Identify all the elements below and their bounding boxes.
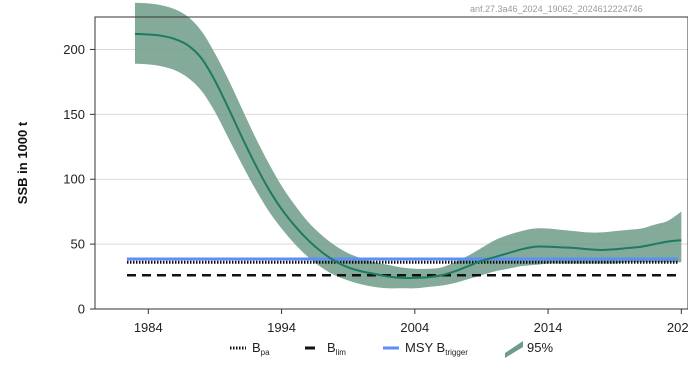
x-tick-label-1984: 1984 xyxy=(134,320,163,335)
legend-label: Bpa xyxy=(252,340,270,357)
confidence-band-95 xyxy=(134,2,682,289)
x-tick-label-2024: 2024 xyxy=(667,320,688,335)
x-axis: 1984 1994 2004 2014 2024 xyxy=(134,309,688,335)
legend-label: 95% xyxy=(527,340,553,355)
y-tick-label-50: 50 xyxy=(71,237,85,252)
x-tick-label-1994: 1994 xyxy=(267,320,296,335)
legend-item-band: 95% xyxy=(505,340,553,358)
reference-lines xyxy=(126,257,678,277)
legend-item-pa: Bpa xyxy=(230,340,270,357)
y-axis: 0 50 100 150 200 xyxy=(63,42,95,317)
x-tick-label-2004: 2004 xyxy=(400,320,429,335)
y-tick-label-0: 0 xyxy=(78,302,85,317)
x-tick-label-2014: 2014 xyxy=(534,320,563,335)
ssb-series-line xyxy=(134,32,682,279)
y-tick-label-150: 150 xyxy=(63,107,85,122)
y-axis-label: SSB in 1000 t xyxy=(15,121,30,204)
legend: Bpa Blim MSY Btrigger 95% xyxy=(230,340,553,358)
legend-swatch-band xyxy=(505,341,523,358)
watermark-text: anf.27.3a46_2024_19062_2024612224746 xyxy=(470,4,643,14)
legend-label: Blim xyxy=(327,340,346,357)
legend-item-lim: Blim xyxy=(305,340,346,357)
legend-label: MSY Btrigger xyxy=(405,340,468,357)
legend-item-trigger: MSY Btrigger xyxy=(383,340,468,357)
y-tick-label-200: 200 xyxy=(63,42,85,57)
y-tick-label-100: 100 xyxy=(63,172,85,187)
plot-frame xyxy=(94,16,688,310)
